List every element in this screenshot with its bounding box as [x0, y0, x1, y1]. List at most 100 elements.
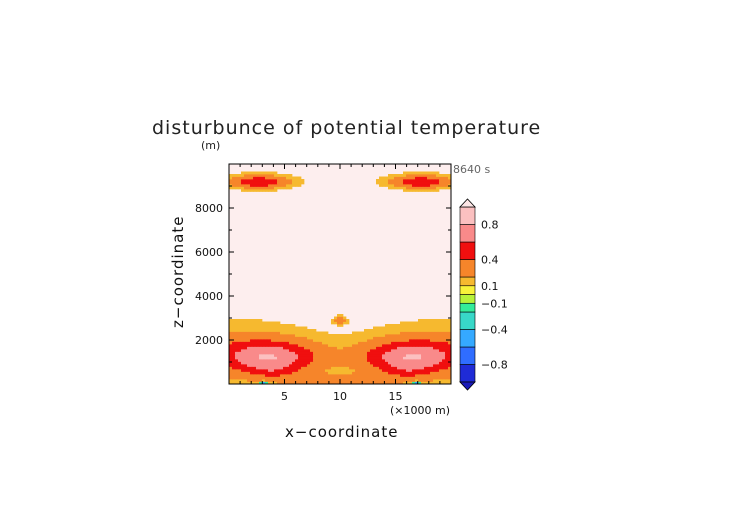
field-cell	[283, 341, 287, 345]
field-cell	[391, 344, 395, 347]
field-cell	[391, 179, 395, 182]
field-cell	[337, 336, 341, 340]
field-cell	[379, 381, 383, 385]
field-cell	[256, 346, 260, 350]
field-cell	[250, 359, 254, 362]
field-cell	[301, 381, 305, 385]
field-cell	[424, 321, 428, 325]
field-cell	[382, 364, 386, 367]
field-cell	[292, 366, 296, 370]
field-cell	[412, 364, 416, 367]
field-cell	[289, 369, 293, 372]
field-cell	[331, 381, 335, 385]
field-cell	[283, 344, 287, 347]
field-cell	[409, 351, 413, 355]
field-cell	[376, 381, 380, 385]
field-cell	[445, 321, 449, 325]
field-cell	[406, 171, 410, 175]
field-cell	[382, 359, 386, 362]
field-cell	[409, 356, 413, 360]
field-cell	[256, 179, 260, 182]
field-cell	[256, 326, 260, 330]
field-cell	[256, 176, 260, 180]
field-cell	[247, 371, 251, 375]
field-cell	[412, 174, 416, 177]
field-cell	[262, 334, 266, 337]
field-cell	[253, 371, 257, 375]
field-cell	[424, 376, 428, 380]
field-cell	[244, 334, 248, 337]
field-cell	[433, 356, 437, 360]
field-cell	[253, 176, 257, 180]
field-cell	[322, 381, 326, 385]
field-cell	[418, 364, 422, 367]
field-cell	[307, 334, 311, 337]
field-cell	[448, 344, 452, 347]
field-cell	[352, 381, 356, 385]
field-cell	[268, 366, 272, 370]
field-cell	[370, 349, 374, 352]
field-cell	[433, 366, 437, 370]
field-cell	[364, 341, 368, 345]
field-cell	[400, 361, 404, 365]
field-cell	[448, 174, 452, 177]
field-cell	[241, 184, 245, 187]
field-cell	[358, 356, 362, 360]
field-cell	[310, 349, 314, 352]
field-cell	[364, 329, 368, 332]
field-cell	[424, 184, 428, 187]
field-cell	[310, 366, 314, 370]
field-cell	[445, 344, 449, 347]
field-cell	[328, 339, 332, 342]
field-cell	[256, 341, 260, 345]
field-cell	[325, 366, 329, 370]
field-cell	[325, 344, 329, 347]
field-cell	[412, 326, 416, 330]
field-cell	[247, 336, 251, 340]
field-cell	[328, 366, 332, 370]
field-cell	[280, 366, 284, 370]
field-cell	[265, 376, 269, 380]
field-cell	[343, 364, 347, 367]
field-cell	[280, 354, 284, 357]
field-cell	[400, 321, 404, 325]
colorbar: 0.80.40.1−0.1−0.4−0.8	[459, 198, 508, 391]
field-cell	[388, 331, 392, 335]
field-cell	[256, 189, 260, 192]
field-cell	[346, 319, 350, 322]
y-axis-label: z−coordinate	[169, 216, 187, 328]
field-cell	[388, 381, 392, 385]
time-label: 8640 s	[453, 163, 490, 176]
field-cell	[433, 344, 437, 347]
field-cell	[442, 344, 446, 347]
field-cell	[256, 349, 260, 352]
chart-title: disturbunce of potential temperature	[152, 117, 541, 139]
field-cell	[295, 364, 299, 367]
field-cell	[421, 186, 425, 190]
field-cell	[436, 339, 440, 342]
field-cell	[427, 321, 431, 325]
field-cell	[259, 356, 263, 360]
field-cell	[412, 374, 416, 377]
field-cell	[262, 374, 266, 377]
field-cell	[283, 329, 287, 332]
field-cell	[415, 359, 419, 362]
field-cell	[337, 319, 341, 322]
field-cell	[418, 356, 422, 360]
field-cell	[448, 371, 452, 375]
field-cell	[433, 369, 437, 372]
field-cell	[235, 341, 239, 345]
field-cell	[307, 381, 311, 385]
field-cell	[337, 341, 341, 345]
field-cell	[307, 376, 311, 380]
field-cell	[229, 369, 233, 372]
field-cell	[268, 346, 272, 350]
field-cell	[235, 176, 239, 180]
field-cell	[262, 364, 266, 367]
field-cell	[343, 349, 347, 352]
field-cell	[421, 319, 425, 322]
field-cell	[286, 346, 290, 350]
field-cell	[343, 379, 347, 382]
field-cell	[349, 339, 353, 342]
field-cell	[229, 351, 233, 355]
